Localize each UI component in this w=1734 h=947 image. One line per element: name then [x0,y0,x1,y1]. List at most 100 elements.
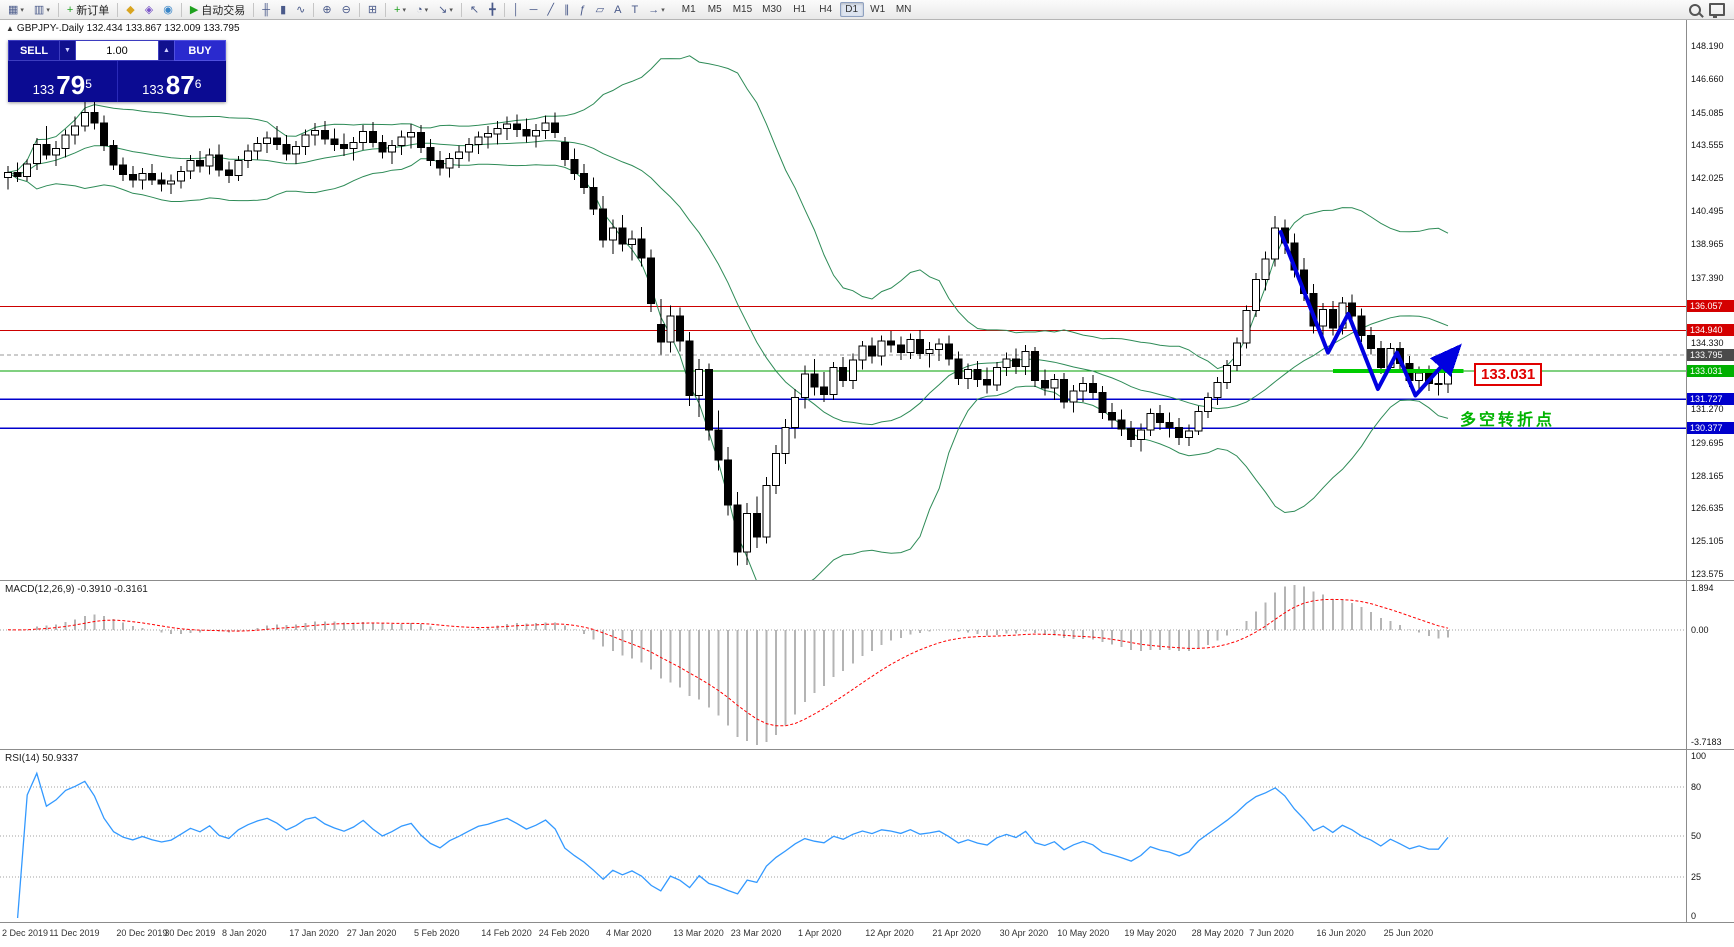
channel-button[interactable]: ∥ [560,0,574,20]
buy-price-point: 6 [194,77,202,91]
indicators-button[interactable]: + ▾ [390,0,410,20]
price-scale-label: 143.555 [1691,140,1724,150]
label-button[interactable]: T [627,0,642,20]
bars-mode-button[interactable]: ╫ [258,0,274,20]
price-scale-label: 138.965 [1691,239,1724,249]
toolbar-separator [313,2,315,17]
arrows-button[interactable]: → ▾ [644,0,669,20]
price-scale-label: 123.575 [1691,569,1724,579]
chart-profiles-button[interactable]: ▥ ▾ [30,0,54,20]
zoom-in-button[interactable]: ⊕ [318,0,335,20]
rsi-canvas[interactable] [0,750,1686,922]
rsi-scale[interactable]: 100 80 50 25 0 [1686,750,1734,922]
timeframe-w1-button[interactable]: W1 [870,4,886,15]
date-label: 7 Jun 2020 [1249,928,1294,938]
toolbar-groups: ▦ ▾ ▥ ▾ + 新订单 ◆ ◈ ◉ ▶ 自动交易 ╫ ▮ ∿ ⊕ ⊖ ⊞ + ▾ ◔ ▾ ↘ ▾ ↖ ╋ │ ─ ╱ ∥ ƒ ▱ A T → ▾ [3,0,670,19]
new-order-button[interactable]: + 新订单 [63,0,113,20]
new-order-button-label: 新订单 [76,4,110,17]
ohlc-text: GBPJPY-.Daily 132.434 133.867 132.009 13… [16,23,240,34]
volume-input[interactable]: 1.00 [75,40,159,61]
price-callout-label[interactable]: 133.031 [1474,363,1543,386]
autotrade-button-label: 自动交易 [201,4,246,17]
date-label: 12 Apr 2020 [865,928,914,938]
line-mode-icon: ∿ [296,3,306,16]
arrows-icon: → [648,3,660,16]
zoom-in-icon: ⊕ [322,3,332,16]
market-icon-icon: ◈ [144,3,154,16]
vps-monitor-icon[interactable] [1709,3,1725,18]
date-label: 10 May 2020 [1057,928,1110,938]
sell-price-prefix: 133 [32,82,55,97]
timeframe-d1-button[interactable]: D1 [839,2,864,17]
main-chart-panel: ▲ GBPJPY-.Daily 132.434 133.867 132.009 1… [0,20,1686,580]
date-label: 28 May 2020 [1191,928,1244,938]
buy-price-pips: 87 [165,70,195,100]
candles-mode-button[interactable]: ▮ [276,0,290,20]
timeframe-m1-button[interactable]: M1 [681,4,696,15]
objects-style-button[interactable]: ↘ ▾ [434,0,457,20]
date-label: 14 Feb 2020 [481,928,532,938]
rsi-scale-label: 50 [1691,831,1702,841]
community-icon[interactable]: ◉ [159,0,177,20]
buy-price[interactable]: 133 87 6 [116,61,227,102]
date-label: 5 Feb 2020 [414,928,460,938]
market-icon[interactable]: ◈ [141,0,157,20]
rsi-scale-label: 100 [1691,751,1707,761]
panel-splitter[interactable] [0,749,1734,750]
macd-scale[interactable]: 1.894 0.00 -3.7183 [1686,581,1734,749]
turning-point-label[interactable]: 多空转折点 [1460,412,1556,429]
panel-splitter[interactable] [0,580,1734,581]
autotrade-button[interactable]: ▶ 自动交易 [186,0,249,20]
macd-canvas[interactable] [0,581,1686,749]
line-mode-button[interactable]: ∿ [292,0,309,20]
volume-increase-button[interactable]: ▲ [159,40,174,61]
main-chart-canvas[interactable] [0,20,1686,580]
price-scale-label: 126.635 [1691,503,1724,513]
price-scale-label: 129.695 [1691,438,1724,448]
macd-scale-label: 1.894 [1691,583,1714,593]
search-icon[interactable] [1689,3,1701,16]
tile-windows-button[interactable]: ⊞ [364,0,381,20]
toolbar-separator [117,2,119,17]
toolbar-separator [503,2,505,17]
new-order-icon: + [66,3,74,16]
cycles-button[interactable]: ◔ ▾ [412,0,432,20]
time-scale[interactable]: 2 Dec 2019 11 Dec 2019 20 Dec 2019 30 Dec 2… [0,922,1734,947]
crosshair-button[interactable]: ╋ [485,0,500,20]
timeframe-m30-button[interactable]: M30 [762,4,782,15]
timeframe-m5-button[interactable]: M5 [707,4,722,15]
text-button[interactable]: A [610,0,625,20]
timeframe-mn-button[interactable]: MN [895,4,912,15]
zoom-out-button[interactable]: ⊖ [338,0,355,20]
horizontal-line-button[interactable]: ─ [526,0,542,20]
sell-price[interactable]: 133 79 5 [8,61,117,102]
timeframe-h1-button[interactable]: H1 [793,4,807,15]
shapes-button[interactable]: ▱ [592,0,608,20]
zoom-out-icon: ⊖ [341,3,351,16]
timeframe-h4-button[interactable]: H4 [819,4,833,15]
volume-decrease-button[interactable]: ▼ [60,40,75,61]
cursor-button[interactable]: ↖ [466,0,483,20]
mql5-icon-icon: ◆ [126,3,135,16]
price-scale-tag: 131.727 [1687,393,1734,405]
cursor-icon: ↖ [469,3,480,16]
indicators-icon: + [394,3,401,16]
trendline-button[interactable]: ╱ [543,0,558,20]
new-chart-button[interactable]: ▦ ▾ [4,0,28,20]
price-scale-tag: 136.057 [1687,300,1734,312]
dropdown-caret-icon: ▾ [661,6,665,14]
vertical-line-button[interactable]: │ [509,0,524,20]
trade-widget-prices: 133 79 5 133 87 6 [8,61,226,102]
buy-price-prefix: 133 [142,82,164,97]
buy-button[interactable]: BUY [174,40,226,61]
chart-profiles-icon: ▥ [33,3,45,16]
timeframe-m15-button[interactable]: M15 [732,4,753,15]
price-scale[interactable]: 148.190 146.660 145.085 143.555 142.025 140.4… [1686,20,1734,580]
price-scale-label: 140.495 [1691,206,1724,216]
mql5-icon[interactable]: ◆ [122,0,138,20]
date-label: 20 Dec 2019 [116,928,168,938]
sell-button[interactable]: SELL [8,40,60,61]
crosshair-icon: ╋ [489,3,496,16]
date-label: 1 Apr 2020 [798,928,842,938]
fibonacci-button[interactable]: ƒ [576,0,590,20]
